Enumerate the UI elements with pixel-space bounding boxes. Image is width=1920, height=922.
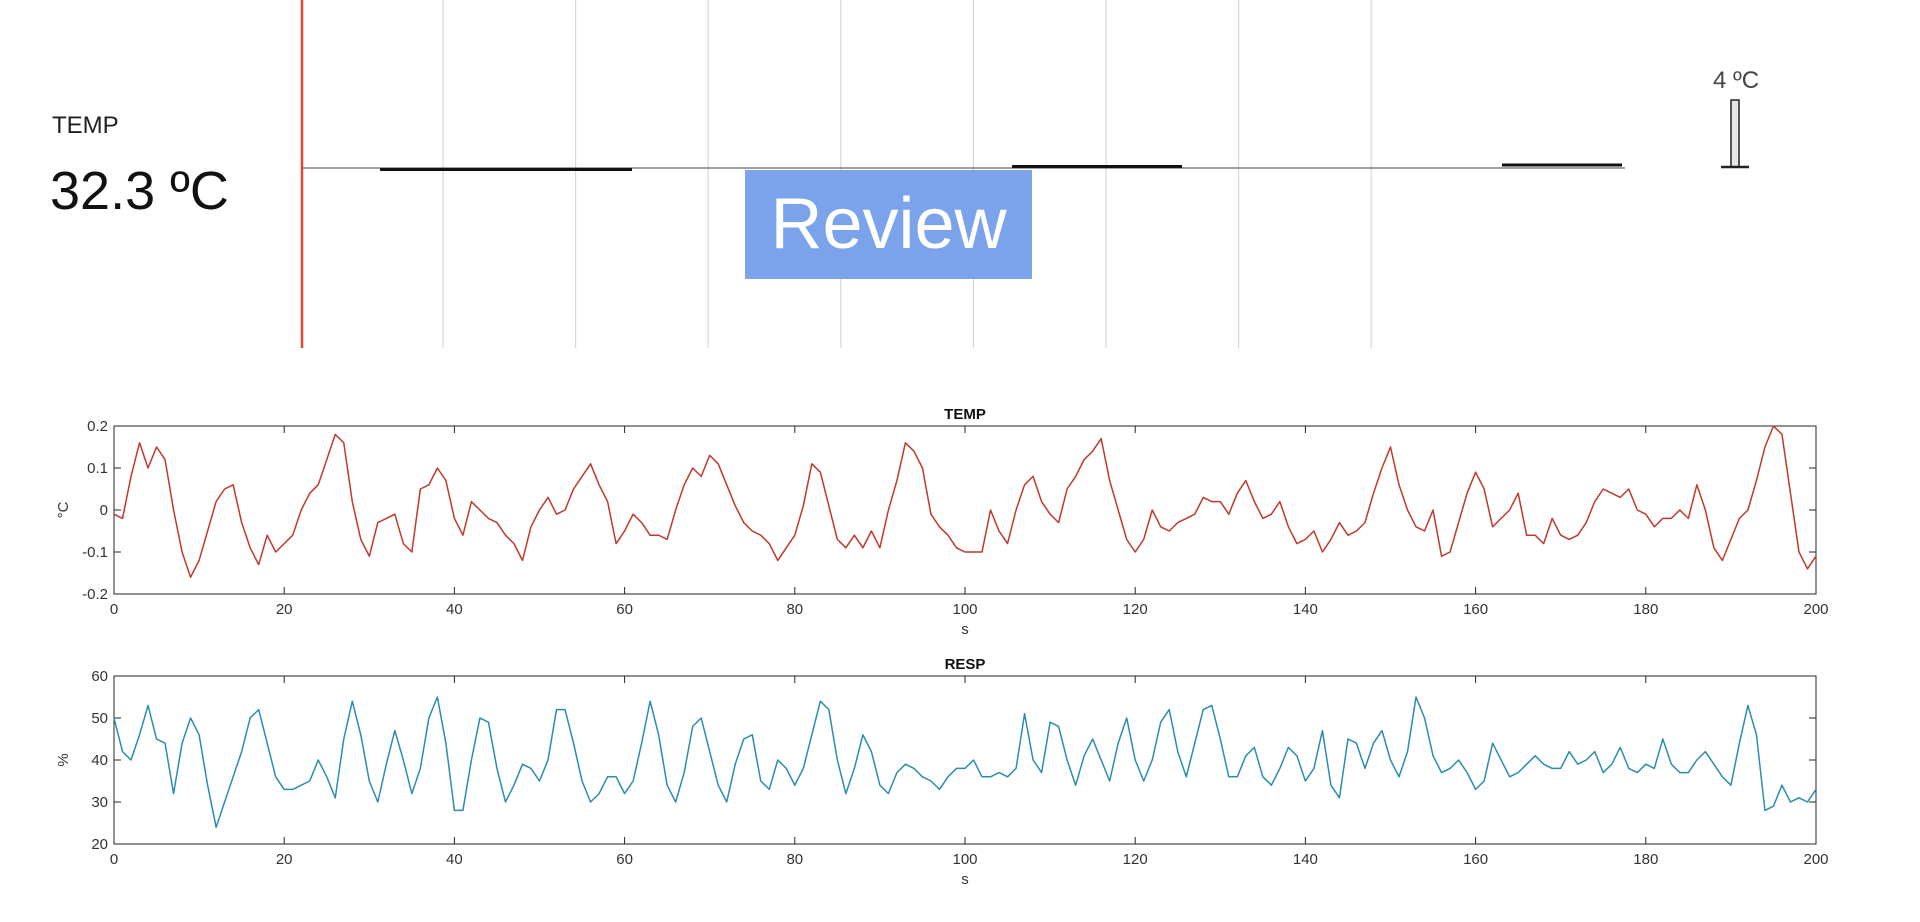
y-tick-label: 30 xyxy=(91,794,108,811)
monitor-strip: 4 ºC xyxy=(300,0,1759,348)
x-tick-label: 160 xyxy=(1463,601,1488,618)
x-axis-label: s xyxy=(961,621,969,638)
x-tick-label: 200 xyxy=(1803,601,1828,618)
scale-bar-label: 4 ºC xyxy=(1713,67,1759,94)
x-tick-label: 100 xyxy=(952,851,977,868)
x-tick-label: 80 xyxy=(786,851,803,868)
x-tick-label: 100 xyxy=(952,601,977,618)
x-tick-label: 80 xyxy=(786,601,803,618)
y-tick-label: 60 xyxy=(91,668,108,685)
monitor-label: TEMP xyxy=(52,112,119,139)
x-tick-label: 180 xyxy=(1633,851,1658,868)
x-tick-label: 0 xyxy=(110,601,118,618)
x-tick-label: 20 xyxy=(276,851,293,868)
x-tick-label: 60 xyxy=(616,601,633,618)
x-tick-label: 120 xyxy=(1123,601,1148,618)
x-tick-label: 20 xyxy=(276,601,293,618)
y-tick-label: 0.1 xyxy=(87,460,108,477)
x-tick-label: 180 xyxy=(1633,601,1658,618)
monitor-trace xyxy=(302,163,1625,171)
x-axis-label: s xyxy=(961,871,969,888)
y-axis-label: °C xyxy=(55,501,72,518)
chart-title: TEMP xyxy=(944,406,986,423)
temp-chart: TEMP 0 20 40 60 80 100 120 140 160 180 200 -0.2 -0.1 0… xyxy=(55,406,1829,638)
x-tick-label: 0 xyxy=(110,851,118,868)
x-tick-label: 40 xyxy=(446,601,463,618)
plot-frame xyxy=(113,425,1817,595)
y-tick-label: 50 xyxy=(91,710,108,727)
y-tick-label: -0.2 xyxy=(82,586,108,603)
y-tick-label: -0.1 xyxy=(82,544,108,561)
y-tick-label: 0 xyxy=(100,502,108,519)
x-tick-label: 120 xyxy=(1123,851,1148,868)
x-tick-label: 200 xyxy=(1803,851,1828,868)
x-tick-label: 160 xyxy=(1463,851,1488,868)
x-tick-label: 140 xyxy=(1293,851,1318,868)
monitor-value: 32.3 ºC xyxy=(50,161,229,221)
plot-frame xyxy=(113,675,1817,845)
x-tick-label: 40 xyxy=(446,851,463,868)
y-tick-label: 20 xyxy=(91,836,108,853)
y-tick-label: 0.2 xyxy=(87,418,108,435)
x-tick-label: 140 xyxy=(1293,601,1318,618)
x-tick-label: 60 xyxy=(616,851,633,868)
series-line xyxy=(113,425,1817,578)
y-axis-label: % xyxy=(55,753,72,766)
scale-bar: 4 ºC xyxy=(1713,67,1759,169)
chart-title: RESP xyxy=(945,656,986,673)
y-tick-label: 40 xyxy=(91,752,108,769)
series-line xyxy=(113,696,1817,828)
review-button[interactable]: Review xyxy=(745,170,1032,279)
